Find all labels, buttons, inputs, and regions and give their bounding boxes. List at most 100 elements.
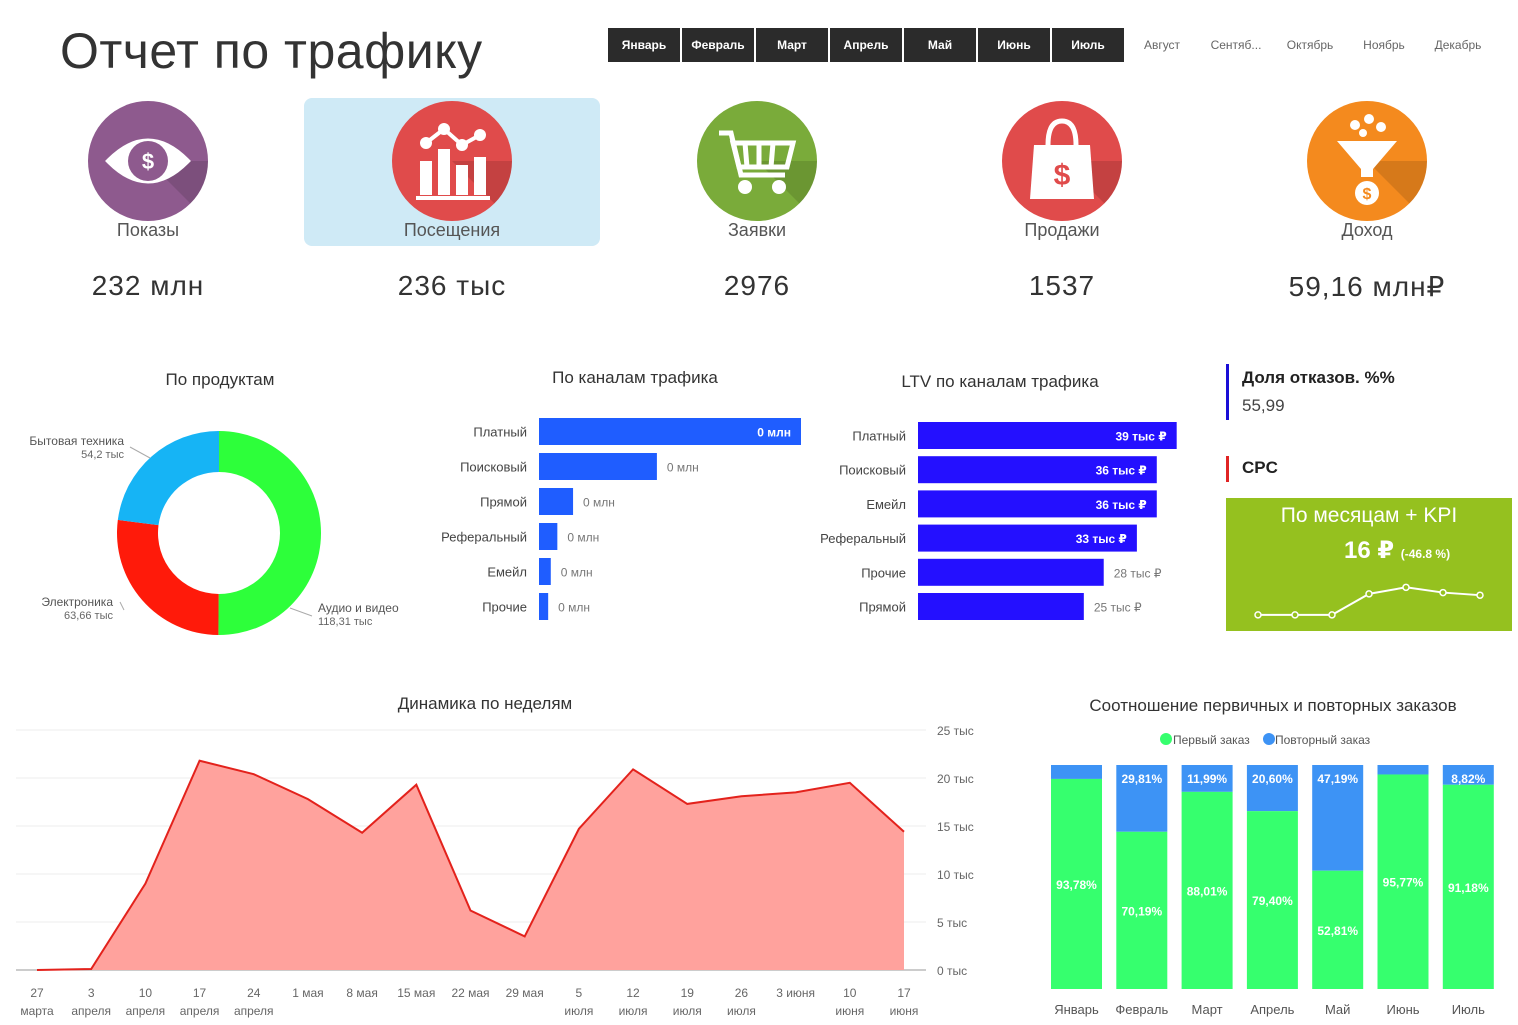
month-button-6[interactable]: Июнь [978, 28, 1050, 62]
kpi-value-5: 59,16 млн₽ [1288, 271, 1446, 302]
bar-5 [539, 558, 551, 585]
bar-repeat-2 [1116, 765, 1168, 832]
bar-category-label: Прочие [861, 565, 906, 580]
kpi-tile-3[interactable]: Заявки [609, 98, 905, 246]
x-category-label: Март [1192, 1002, 1223, 1017]
bar-first-label: 95,77% [1383, 876, 1424, 890]
kpi-tile-2[interactable]: Посещения [304, 98, 600, 246]
bar-2 [918, 456, 1157, 484]
bar-category-label: Прочие [482, 600, 527, 615]
legend-marker-first [1160, 733, 1172, 745]
donut-value-label: 54,2 тыс [81, 449, 124, 461]
kpi-label: Посещения [403, 220, 501, 240]
shopping-cart-icon [697, 101, 817, 221]
month-button-7[interactable]: Июль [1052, 28, 1124, 62]
bar-first-1 [1051, 778, 1102, 989]
funnel-dollar-icon: $ [1307, 101, 1427, 221]
cpc-sparkline [1254, 583, 1484, 619]
bar-value-label: 0 млн [757, 426, 791, 440]
sparkline-point [1402, 583, 1410, 592]
x-category-label: Апрель [1250, 1002, 1294, 1017]
bar-category-label: Реферальный [820, 531, 906, 546]
bar-first-label: 52,81% [1317, 924, 1358, 938]
sparkline-point [1254, 611, 1262, 619]
bar-repeat-6 [1377, 765, 1429, 775]
bar-category-label: Емейл [866, 497, 906, 512]
x-category-label: Февраль [1115, 1002, 1168, 1017]
sparkline-point [1328, 611, 1336, 619]
bar-6 [539, 593, 549, 620]
kpi-tile-1[interactable]: $ Показы [0, 98, 296, 246]
month-filter: Январь Февраль Март Апрель Май Июнь Июль Август… [608, 28, 1494, 62]
month-button-3[interactable]: Март [756, 28, 828, 62]
month-button-9[interactable]: Сентяб... [1210, 38, 1262, 52]
weekly-area-chart: 0 тыс 5 тыс 10 тыс 15 тыс 20 тыс 25 тыс 27 март… [16, 724, 974, 1018]
cpc-kpi-box: По месяцам + KPI 16 ₽ (-46.8 %) [1226, 498, 1512, 631]
bar-value-label: 28 тыс ₽ [1114, 566, 1162, 580]
bar-value-label: 36 тыс ₽ [1096, 498, 1147, 512]
bar-first-label: 93,78% [1056, 878, 1097, 892]
bar-repeat-label: 20,60% [1252, 772, 1293, 786]
month-button-11[interactable]: Ноябрь [1363, 38, 1405, 52]
bar-category-label: Поисковый [460, 460, 527, 475]
kpi-label: Заявки [727, 220, 787, 240]
bar-first-4 [1246, 811, 1298, 989]
bar-5 [918, 558, 1104, 586]
cpc-title: CPC [1242, 458, 1278, 477]
month-button-4[interactable]: Апрель [830, 28, 902, 62]
page-title: Отчет по трафику [60, 23, 483, 79]
kpi-label: Продажи [1024, 220, 1100, 240]
bar-4 [539, 523, 558, 550]
bar-2 [539, 453, 657, 480]
month-button-2[interactable]: Февраль [682, 28, 754, 62]
kpi-value-3: 2976 [723, 270, 791, 301]
x-category-label: Январь [1054, 1002, 1099, 1017]
channels-chart-title: По каналам трафика [552, 368, 718, 387]
x-category-label: Май [1325, 1002, 1350, 1017]
donut-value-label: 118,31 тыс [318, 616, 373, 628]
x-tick-label: 3 июня [776, 986, 815, 1000]
bounce-rate-value: 55,99 [1242, 396, 1285, 415]
bar-first-label: 79,40% [1252, 894, 1293, 908]
orders-stacked-bar-chart: Первый заказ Повторный заказ 93,78% Январь 2… [1051, 733, 1494, 1017]
month-button-8[interactable]: Август [1143, 38, 1181, 52]
bar-first-3 [1181, 791, 1233, 989]
bar-category-label: Прямой [859, 600, 906, 615]
eye-dollar-icon: $ [88, 101, 208, 221]
bar-repeat-label: 29,81% [1121, 772, 1162, 786]
month-button-5[interactable]: Май [904, 28, 976, 62]
x-tick-label: 22 мая [451, 986, 489, 1000]
kpi-tile-5[interactable]: $ Доход [1219, 98, 1515, 246]
donut-leader-line [129, 446, 151, 459]
month-button-10[interactable]: Октябрь [1286, 38, 1334, 52]
kpi-tile-4[interactable]: $ Продажи [914, 98, 1210, 246]
bar-value-label: 0 млн [567, 531, 599, 545]
month-button-12[interactable]: Декабрь [1434, 38, 1482, 52]
bar-repeat-4 [1246, 765, 1298, 812]
y-tick-label: 25 тыс [937, 724, 974, 738]
x-tick-label: 15 мая [397, 986, 435, 1000]
x-tick-label: 10 июня [835, 986, 864, 1018]
y-tick-label: 15 тыс [937, 820, 974, 834]
bar-category-label: Прямой [480, 495, 527, 510]
month-button-1[interactable]: Январь [608, 28, 680, 62]
bar-value-label: 0 млн [558, 601, 590, 615]
bar-first-6 [1377, 774, 1429, 989]
bar-repeat-5 [1312, 765, 1364, 871]
x-tick-label: 26 июля [727, 986, 756, 1018]
bar-4 [918, 524, 1137, 552]
sparkline-point [1439, 588, 1447, 597]
bar-repeat-label: 47,19% [1317, 772, 1358, 786]
kpi-box-value: 16 ₽ (-46.8 %) [1344, 536, 1450, 565]
bar-repeat-7 [1442, 765, 1494, 785]
bar-value-label: 0 млн [583, 496, 615, 510]
bar-first-label: 88,01% [1187, 884, 1228, 898]
bar-category-label: Платный [852, 429, 906, 444]
y-tick-label: 0 тыс [937, 964, 967, 978]
kpi-value-2: 236 тыс [397, 270, 507, 301]
bounce-accent-bar [1226, 364, 1229, 420]
y-tick-label: 20 тыс [937, 772, 974, 786]
svg-text:$: $ [1363, 186, 1372, 203]
donut-label: Электроника [41, 595, 113, 609]
y-tick-label: 10 тыс [937, 868, 974, 882]
